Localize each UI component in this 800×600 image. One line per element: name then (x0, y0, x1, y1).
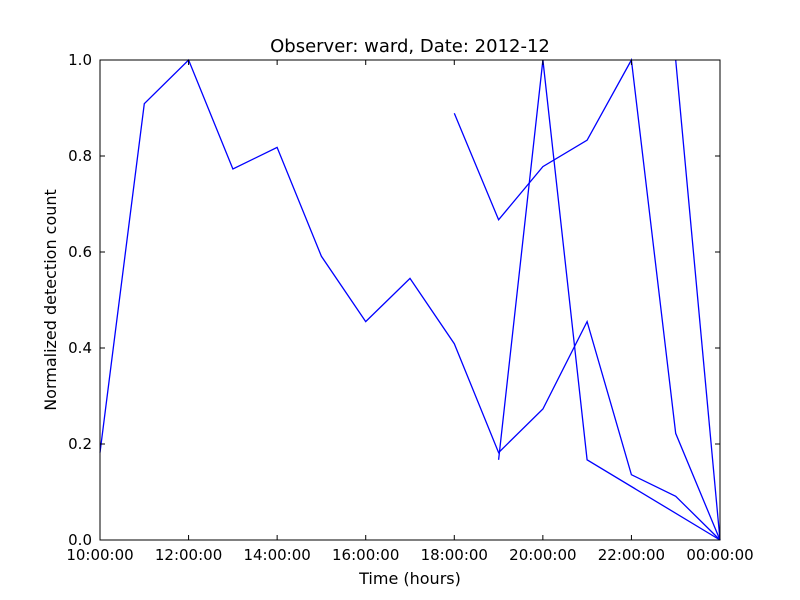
series-line-4 (675, 59, 721, 541)
x-tick-label: 00:00:00 (686, 546, 753, 564)
y-tick-label: 1.0 (68, 51, 92, 69)
y-tick-label: 0.0 (68, 531, 92, 549)
series-line-2 (453, 57, 721, 541)
series-line-3 (497, 59, 721, 541)
y-tick-label: 0.4 (68, 339, 92, 357)
chart-title: Observer: ward, Date: 2012-12 (270, 36, 550, 57)
y-tick-label: 0.8 (68, 147, 92, 165)
series-layer (99, 57, 721, 541)
x-tick-label: 22:00:00 (598, 546, 665, 564)
x-axis-label: Time (hours) (358, 569, 461, 588)
y-axis: 0.0 0.2 0.4 0.6 0.8 1.0 (68, 51, 720, 549)
x-tick-label: 18:00:00 (421, 546, 488, 564)
x-tick-label: 10:00:00 (66, 546, 133, 564)
x-tick-label: 16:00:00 (332, 546, 399, 564)
plot-frame (99, 59, 721, 541)
y-axis-label: Normalized detection count (41, 189, 60, 411)
y-tick-label: 0.2 (68, 435, 92, 453)
x-tick-label: 14:00:00 (243, 546, 310, 564)
x-tick-label: 12:00:00 (155, 546, 222, 564)
x-tick-label: 20:00:00 (509, 546, 576, 564)
y-tick-label: 0.6 (68, 243, 92, 261)
series-line-1 (99, 58, 721, 541)
x-axis: 10:00:00 12:00:00 14:00:00 16:00:00 18:00:00… (66, 60, 754, 564)
